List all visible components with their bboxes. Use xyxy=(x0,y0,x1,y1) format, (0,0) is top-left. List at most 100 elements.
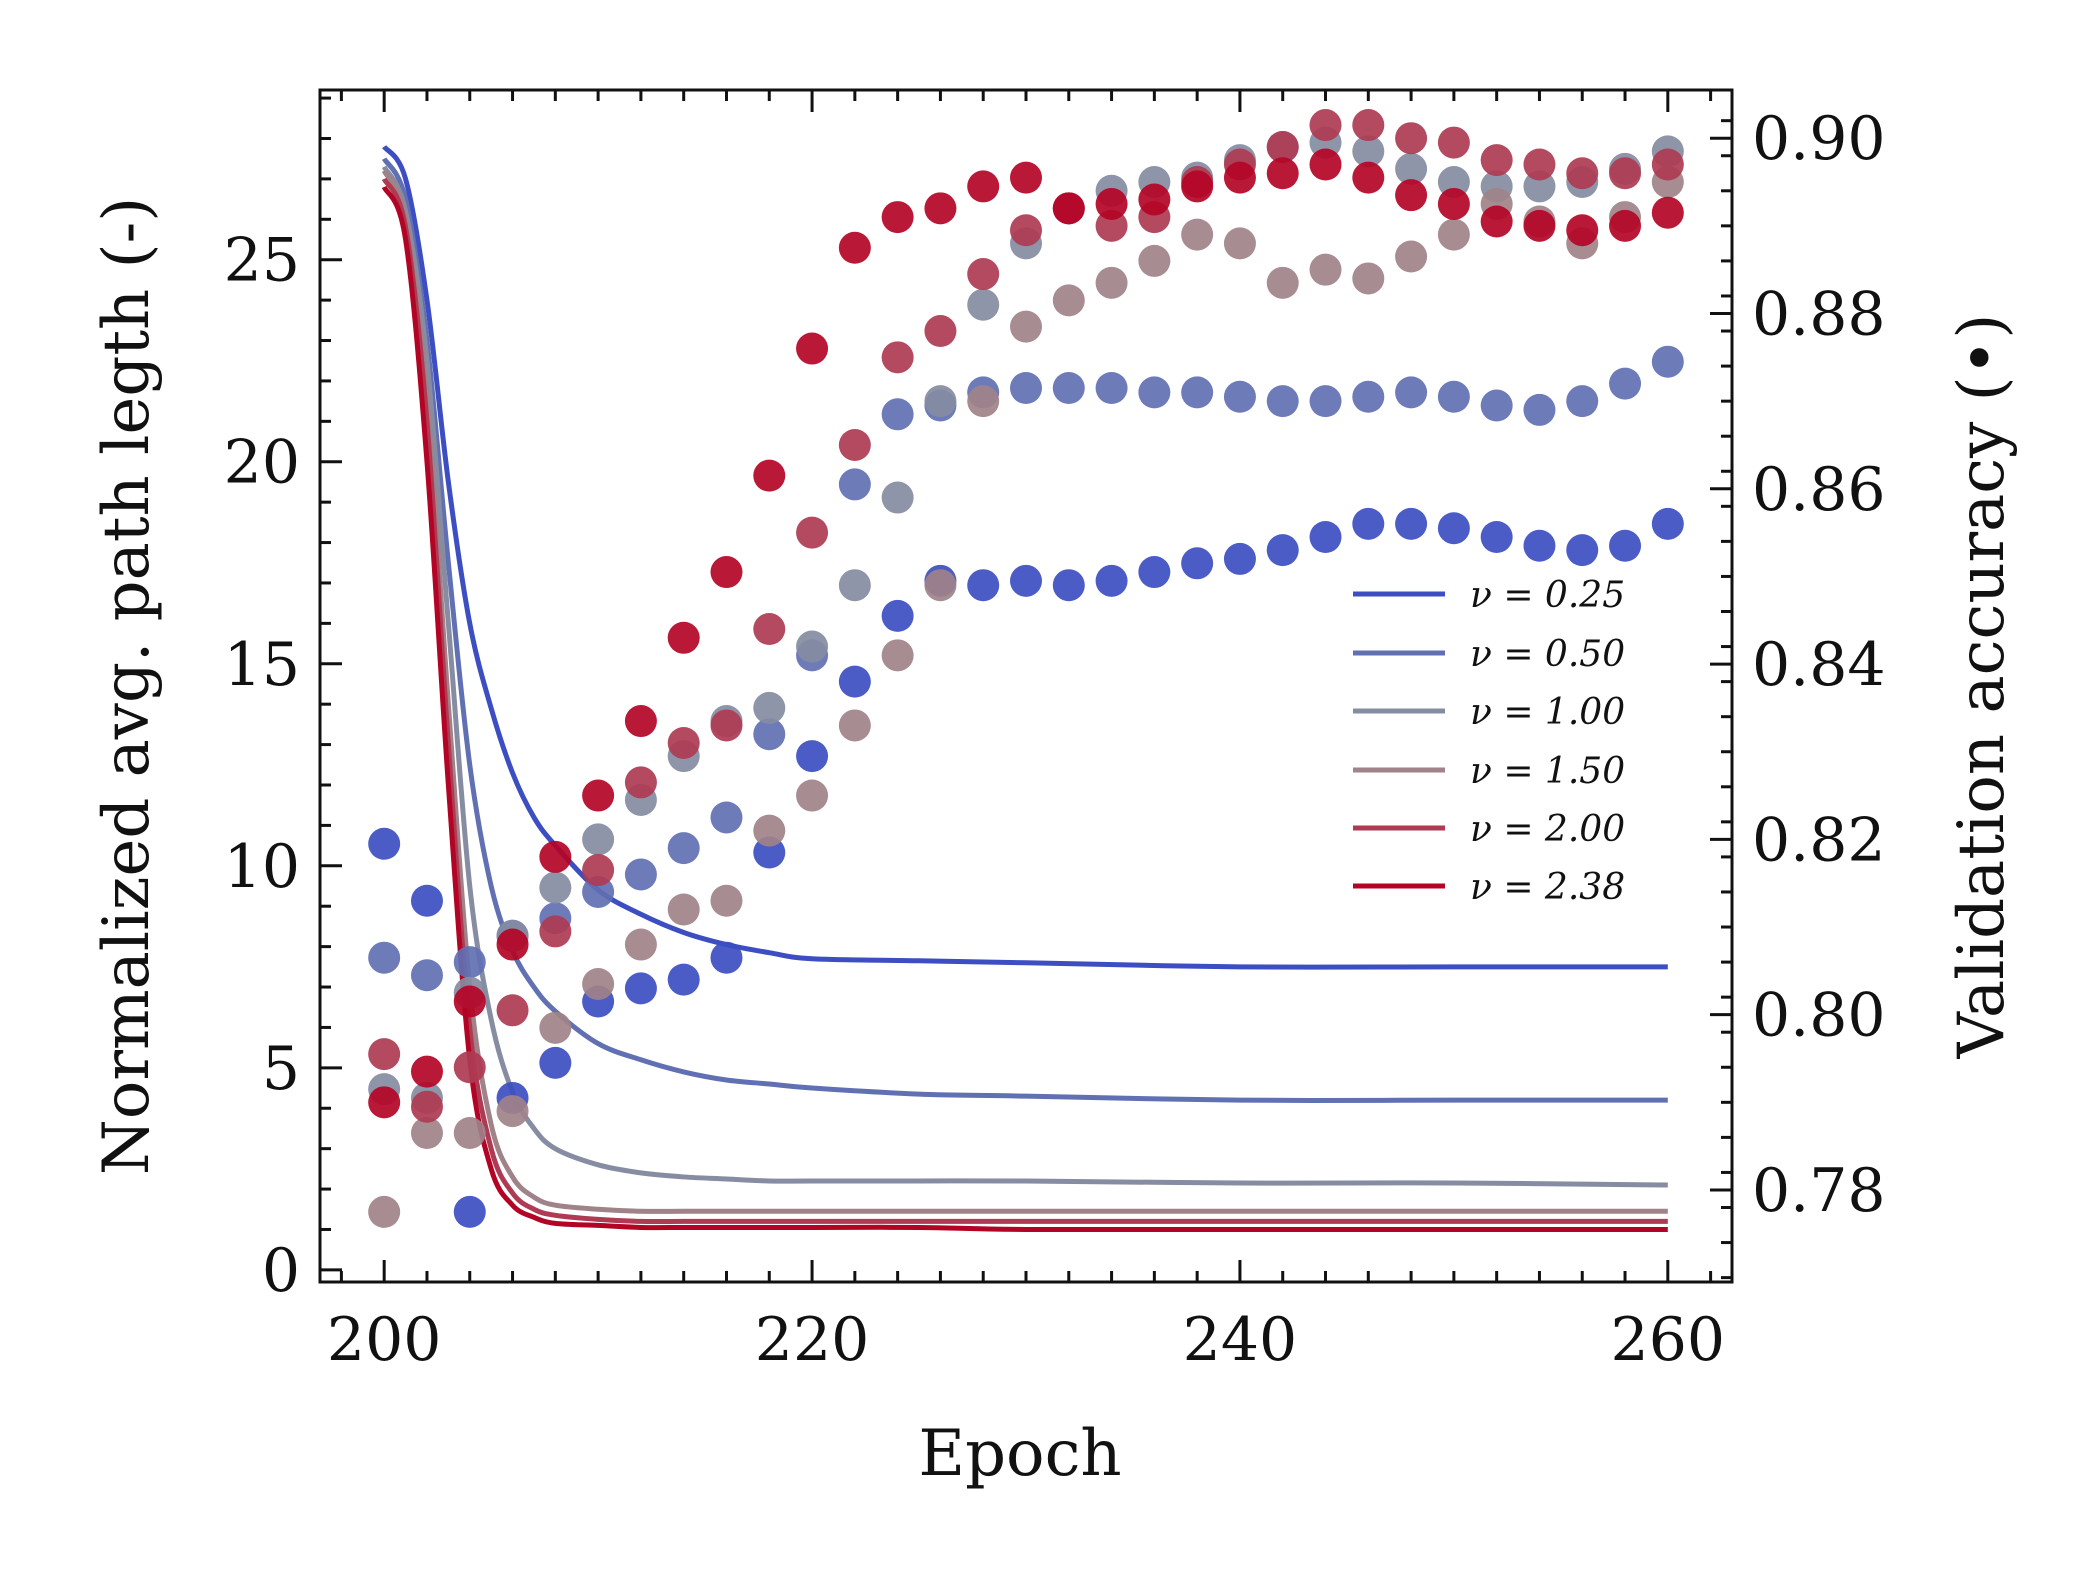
accuracy-point-2-38 xyxy=(753,459,786,492)
accuracy-point-2-38 xyxy=(1095,187,1128,220)
y-left-tick-label: 15 xyxy=(224,630,300,700)
accuracy-point-1-00 xyxy=(967,288,1000,321)
accuracy-point-2-38 xyxy=(1181,170,1214,203)
path-length-line-0-50 xyxy=(381,157,1668,1103)
accuracy-point-0-25 xyxy=(1523,529,1556,562)
plot-lines xyxy=(381,144,1668,1233)
accuracy-point-2-00 xyxy=(796,516,829,549)
y-right-tick-label: 0.86 xyxy=(1752,455,1886,525)
accuracy-point-0-50 xyxy=(1395,376,1428,409)
accuracy-point-2-00 xyxy=(453,1051,486,1084)
accuracy-point-0-50 xyxy=(1010,372,1042,404)
accuracy-point-0-25 xyxy=(838,665,871,698)
accuracy-point-1-00 xyxy=(838,569,871,602)
accuracy-point-0-25 xyxy=(1181,547,1214,580)
accuracy-point-1-50 xyxy=(1010,310,1042,343)
accuracy-point-2-38 xyxy=(496,928,529,961)
accuracy-point-0-50 xyxy=(667,832,700,865)
accuracy-point-1-50 xyxy=(667,893,700,926)
accuracy-point-1-50 xyxy=(1395,240,1428,273)
y-left-tick-label: 10 xyxy=(224,832,300,902)
accuracy-point-1-50 xyxy=(453,1117,486,1149)
accuracy-point-0-25 xyxy=(624,972,657,1005)
accuracy-point-2-00 xyxy=(1352,109,1385,142)
accuracy-point-2-00 xyxy=(624,766,657,799)
accuracy-point-0-25 xyxy=(1651,507,1684,540)
accuracy-point-2-38 xyxy=(1352,161,1385,194)
accuracy-point-0-25 xyxy=(1052,569,1085,602)
accuracy-point-0-50 xyxy=(453,946,486,979)
accuracy-point-0-25 xyxy=(1309,521,1342,553)
accuracy-point-1-50 xyxy=(753,814,786,847)
accuracy-point-1-50 xyxy=(1181,218,1214,251)
accuracy-point-2-38 xyxy=(1395,179,1428,212)
accuracy-point-2-38 xyxy=(881,201,914,234)
accuracy-point-2-38 xyxy=(967,170,1000,203)
accuracy-point-2-00 xyxy=(1395,122,1428,155)
y-left-tick-label: 0 xyxy=(262,1236,300,1306)
accuracy-point-0-50 xyxy=(1480,389,1513,422)
accuracy-point-0-25 xyxy=(796,740,829,773)
accuracy-point-2-38 xyxy=(1223,161,1256,194)
accuracy-point-0-25 xyxy=(1437,512,1470,545)
accuracy-point-2-38 xyxy=(1138,183,1171,216)
y-right-tick-label: 0.90 xyxy=(1752,104,1886,174)
accuracy-point-2-00 xyxy=(753,613,786,646)
accuracy-point-0-25 xyxy=(753,836,786,869)
x-tick-label: 240 xyxy=(1183,1305,1298,1375)
accuracy-point-2-00 xyxy=(1266,130,1299,163)
accuracy-point-1-00 xyxy=(753,691,786,724)
accuracy-point-2-38 xyxy=(539,840,572,873)
accuracy-point-1-50 xyxy=(1138,244,1171,277)
accuracy-point-2-38 xyxy=(1609,209,1642,242)
path-length-line-2-00 xyxy=(381,177,1668,1225)
accuracy-point-0-50 xyxy=(1523,393,1556,426)
accuracy-point-2-00 xyxy=(1651,148,1684,181)
accuracy-point-0-50 xyxy=(368,941,401,974)
accuracy-point-2-00 xyxy=(1609,157,1642,190)
accuracy-point-0-25 xyxy=(539,1046,572,1079)
legend-label-1-00: ν = 1.00 xyxy=(1470,692,1625,733)
accuracy-point-1-00 xyxy=(1352,135,1385,168)
accuracy-point-2-00 xyxy=(539,915,572,948)
accuracy-point-2-38 xyxy=(1566,214,1599,247)
x-tick-label: 260 xyxy=(1611,1305,1726,1375)
accuracy-point-2-00 xyxy=(924,315,957,348)
accuracy-point-1-50 xyxy=(1223,227,1256,260)
accuracy-point-2-00 xyxy=(368,1038,401,1071)
accuracy-point-0-25 xyxy=(881,599,914,632)
legend-label-2-00: ν = 2.00 xyxy=(1470,809,1625,850)
y-right-tick-label: 0.78 xyxy=(1752,1156,1886,1226)
accuracy-point-2-38 xyxy=(796,332,829,365)
accuracy-point-0-25 xyxy=(1010,564,1042,597)
x-axis-title: Epoch xyxy=(918,1417,1121,1491)
accuracy-point-0-50 xyxy=(1052,372,1085,404)
accuracy-point-2-00 xyxy=(1095,209,1128,242)
accuracy-point-0-50 xyxy=(410,959,443,992)
accuracy-point-0-25 xyxy=(1566,534,1599,567)
accuracy-point-2-38 xyxy=(710,556,743,589)
y-left-tick-label: 20 xyxy=(224,428,300,498)
accuracy-point-1-50 xyxy=(1095,266,1128,299)
accuracy-point-1-50 xyxy=(496,1095,529,1128)
accuracy-point-0-25 xyxy=(1352,507,1385,540)
legend-label-0-50: ν = 0.50 xyxy=(1470,634,1625,675)
accuracy-point-0-25 xyxy=(967,569,1000,602)
accuracy-point-0-50 xyxy=(1181,376,1214,409)
accuracy-point-2-00 xyxy=(710,709,743,742)
accuracy-point-1-50 xyxy=(1309,253,1342,286)
accuracy-point-2-00 xyxy=(881,341,914,374)
accuracy-point-2-00 xyxy=(1523,148,1556,181)
accuracy-point-0-25 xyxy=(1266,534,1299,567)
accuracy-point-1-50 xyxy=(924,569,957,602)
accuracy-point-2-38 xyxy=(924,192,957,225)
accuracy-point-2-38 xyxy=(1480,205,1513,238)
accuracy-point-1-00 xyxy=(1437,166,1470,199)
y-right-tick-label: 0.82 xyxy=(1752,805,1886,875)
accuracy-point-2-00 xyxy=(1480,144,1513,177)
accuracy-point-0-50 xyxy=(710,801,743,834)
accuracy-point-1-50 xyxy=(624,928,657,961)
accuracy-point-1-50 xyxy=(838,709,871,742)
accuracy-point-1-50 xyxy=(1266,266,1299,299)
